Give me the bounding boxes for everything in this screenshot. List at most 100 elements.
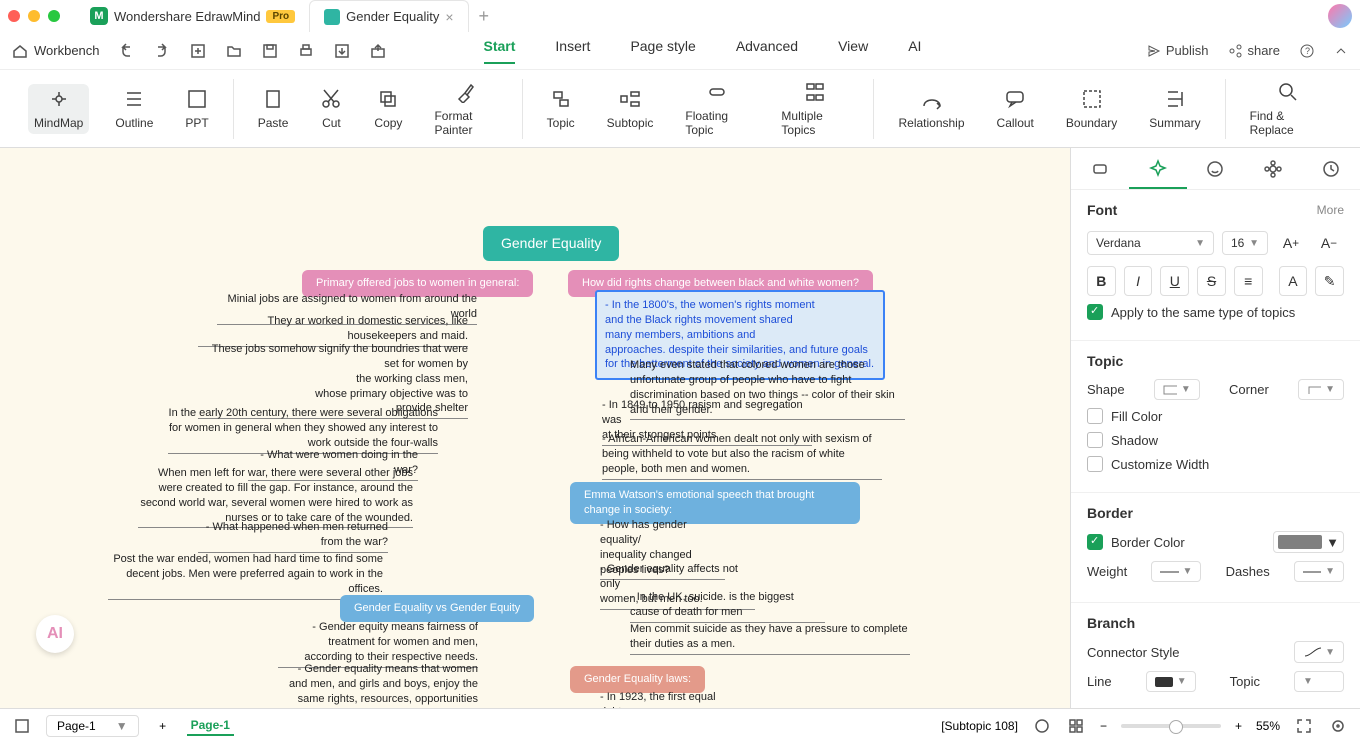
import-button[interactable]: [368, 41, 388, 61]
bold-button[interactable]: B: [1087, 266, 1116, 296]
user-avatar[interactable]: [1328, 4, 1352, 28]
node-left-n10[interactable]: - Gender equality means that women and m…: [288, 662, 478, 708]
menu-page-style[interactable]: Page style: [630, 38, 695, 64]
node-root[interactable]: Gender Equality: [483, 226, 619, 261]
panel-tab-style[interactable]: [1129, 148, 1187, 189]
menu-ai[interactable]: AI: [908, 38, 921, 64]
node-right-n6[interactable]: - In the UK, suicide. is the biggest cau…: [630, 590, 825, 623]
node-left-n4[interactable]: In the early 20th century, there were se…: [168, 406, 438, 454]
save-button[interactable]: [260, 41, 280, 61]
font-more[interactable]: More: [1317, 203, 1344, 217]
node-right-n8[interactable]: - In 1923, the first equal rights: [600, 690, 745, 708]
grid-button[interactable]: [1066, 716, 1086, 736]
menu-start[interactable]: Start: [484, 38, 516, 64]
zoom-out-button[interactable]: −: [1100, 719, 1107, 733]
minimize-window[interactable]: [28, 10, 40, 22]
open-button[interactable]: [224, 41, 244, 61]
align-button[interactable]: ≡: [1234, 266, 1263, 296]
print-button[interactable]: [296, 41, 316, 61]
border-color-swatch[interactable]: ▼: [1273, 531, 1344, 553]
font-color-button[interactable]: A: [1279, 266, 1308, 296]
node-left-h2[interactable]: Gender Equality vs Gender Equity: [340, 595, 534, 622]
center-button[interactable]: [1328, 716, 1348, 736]
font-size-select[interactable]: 16▼: [1222, 231, 1268, 255]
shadow-check[interactable]: Shadow: [1087, 432, 1344, 448]
border-color-check[interactable]: Border Color: [1087, 534, 1185, 550]
subtopic-button[interactable]: Subtopic: [601, 84, 660, 134]
customize-width-check[interactable]: Customize Width: [1087, 456, 1344, 472]
app-tab[interactable]: M Wondershare EdrawMind Pro: [76, 0, 309, 32]
menu-view[interactable]: View: [838, 38, 868, 64]
menu-advanced[interactable]: Advanced: [736, 38, 798, 64]
export-button[interactable]: [332, 41, 352, 61]
branch-line-select[interactable]: ▼: [1146, 671, 1196, 692]
apply-same-type-check[interactable]: Apply to the same type of topics: [1087, 304, 1344, 320]
find-replace-button[interactable]: Find & Replace: [1244, 77, 1332, 141]
topic-title: Topic: [1087, 353, 1344, 369]
copy-button[interactable]: Copy: [368, 84, 408, 134]
maximize-window[interactable]: [48, 10, 60, 22]
weight-select[interactable]: ▼: [1151, 561, 1201, 582]
redo-button[interactable]: [152, 41, 172, 61]
format-painter-button[interactable]: Format Painter: [428, 77, 503, 141]
node-right-n3[interactable]: - African-American women dealt not only …: [602, 432, 882, 480]
panel-tab-history[interactable]: [1302, 148, 1360, 189]
view-ppt[interactable]: PPT: [179, 84, 214, 134]
page-tab[interactable]: Page-1: [187, 716, 234, 736]
fullscreen-button[interactable]: [1294, 716, 1314, 736]
font-decrease-button[interactable]: A−: [1314, 228, 1344, 258]
close-window[interactable]: [8, 10, 20, 22]
view-mindmap[interactable]: MindMap: [28, 84, 89, 134]
zoom-slider[interactable]: [1121, 724, 1221, 728]
floating-topic-button[interactable]: Floating Topic: [679, 77, 755, 141]
menu-insert[interactable]: Insert: [555, 38, 590, 64]
ai-fab-button[interactable]: AI: [36, 615, 74, 653]
undo-button[interactable]: [116, 41, 136, 61]
file-tab[interactable]: Gender Equality ×: [309, 0, 468, 32]
callout-button[interactable]: Callout: [991, 84, 1040, 134]
callout-icon: [1004, 88, 1026, 110]
page-selector[interactable]: Page-1▼: [46, 715, 139, 737]
search-icon: [1277, 81, 1299, 103]
zoom-in-button[interactable]: +: [1235, 719, 1242, 733]
corner-select[interactable]: ▼: [1298, 379, 1344, 400]
paste-button[interactable]: Paste: [252, 84, 295, 134]
add-tab-button[interactable]: +: [469, 0, 500, 32]
relationship-button[interactable]: Relationship: [892, 84, 970, 134]
share-button[interactable]: share: [1228, 43, 1280, 58]
view-outline[interactable]: Outline: [109, 84, 159, 134]
node-left-n9[interactable]: - Gender equity means fairness of treatm…: [278, 620, 478, 668]
font-family-select[interactable]: Verdana▼: [1087, 231, 1214, 255]
collapse-ribbon-button[interactable]: [1334, 44, 1348, 58]
workbench-button[interactable]: Workbench: [12, 43, 100, 59]
node-right-h3[interactable]: Gender Equality laws:: [570, 666, 705, 693]
node-left-n7[interactable]: - What happened when men returned from t…: [198, 520, 388, 553]
strike-button[interactable]: S: [1197, 266, 1226, 296]
shape-select[interactable]: ▼: [1154, 379, 1200, 400]
panel-tab-clipart[interactable]: [1244, 148, 1302, 189]
node-left-n8[interactable]: Post the war ended, women had hard time …: [108, 552, 383, 600]
font-increase-button[interactable]: A+: [1276, 228, 1306, 258]
boundary-button[interactable]: Boundary: [1060, 84, 1123, 134]
panel-tab-layout[interactable]: [1071, 148, 1129, 189]
publish-button[interactable]: Publish: [1147, 43, 1209, 58]
highlight-button[interactable]: ✎: [1315, 266, 1344, 296]
cut-button[interactable]: Cut: [314, 84, 348, 134]
topic-button[interactable]: Topic: [541, 84, 581, 134]
connector-select[interactable]: ▼: [1294, 641, 1344, 663]
fill-color-check[interactable]: Fill Color: [1087, 408, 1344, 424]
outline-toggle[interactable]: [12, 716, 32, 736]
underline-button[interactable]: U: [1160, 266, 1189, 296]
add-page-button[interactable]: +: [153, 716, 173, 736]
branch-topic-select[interactable]: ▼: [1294, 671, 1344, 692]
italic-button[interactable]: I: [1124, 266, 1153, 296]
help-button[interactable]: ?: [1300, 44, 1314, 58]
fit-page-button[interactable]: [1032, 716, 1052, 736]
node-right-n7[interactable]: Men commit suicide as they have a pressu…: [630, 622, 910, 655]
close-tab-icon[interactable]: ×: [445, 9, 453, 25]
dashes-select[interactable]: ▼: [1294, 561, 1344, 582]
panel-tab-icon[interactable]: [1187, 148, 1245, 189]
summary-button[interactable]: Summary: [1143, 84, 1206, 134]
new-button[interactable]: [188, 41, 208, 61]
multiple-topics-button[interactable]: Multiple Topics: [775, 77, 855, 141]
